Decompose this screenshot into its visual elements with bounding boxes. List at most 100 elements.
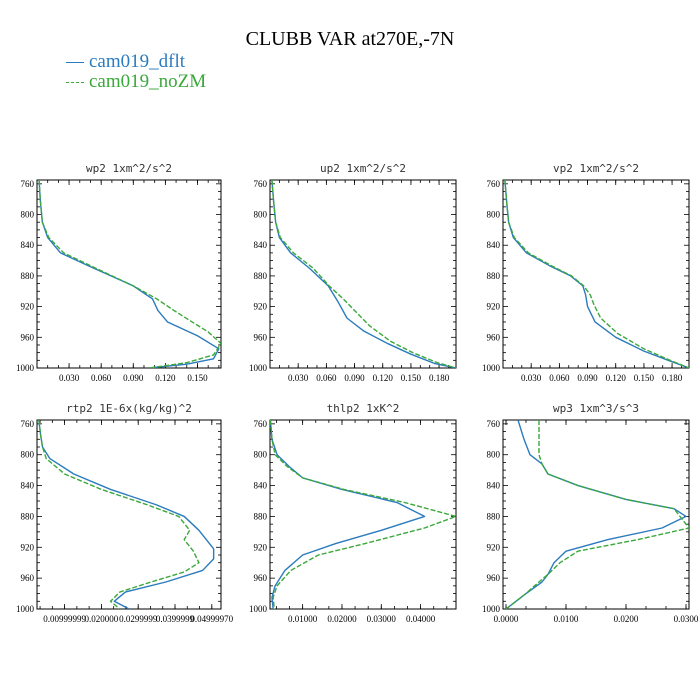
- subplot-6: wp3 1xm^3/s^3 760 800 840 880 920 960 10000.000…: [482, 402, 699, 624]
- subplot-title: wp2 1xm^2/s^2: [86, 162, 172, 175]
- y-tick-label: 960: [21, 573, 35, 583]
- subplot-3: vp2 1xm^2/s^2 760 800 840 880 920 960 1000 0.030…: [482, 162, 690, 383]
- x-tick-label: 0.00999999: [43, 614, 86, 624]
- x-tick-label: 0.020000: [85, 614, 119, 624]
- y-tick-label: 840: [487, 240, 501, 250]
- y-tick-label: 1000: [16, 604, 35, 614]
- y-tick-label: 880: [21, 271, 35, 281]
- plot-frame: [502, 179, 690, 369]
- x-tick-label: 0.0100: [554, 614, 579, 624]
- y-tick-label: 960: [487, 573, 501, 583]
- y-tick-label: 1000: [482, 363, 501, 373]
- y-tick-label: 960: [254, 332, 268, 342]
- series-line-noZM: [38, 420, 200, 609]
- series-line-dflt: [504, 180, 689, 368]
- plot-frame: [269, 179, 457, 369]
- y-tick-label: 760: [254, 179, 268, 189]
- subplot-2: up2 1xm^2/s^2 760 800 840 880 920 960 1000 0.030…: [249, 162, 457, 383]
- x-tick-label: 0.0399999: [156, 614, 195, 624]
- series-line-noZM: [38, 180, 221, 368]
- subplot-title: up2 1xm^2/s^2: [320, 162, 406, 175]
- legend-swatch-noZM: [66, 82, 84, 84]
- y-tick-label: 760: [21, 419, 35, 429]
- legend-swatch-dflt: [66, 62, 84, 64]
- x-tick-label: 0.03000: [367, 614, 397, 624]
- x-tick-label: 0.150: [187, 373, 208, 383]
- x-tick-label: 0.060: [91, 373, 112, 383]
- y-tick-label: 920: [487, 542, 501, 552]
- subplot-4: rtp2 1E-6x(kg/kg)^2 760 800 840 880 920 960 100…: [16, 402, 234, 624]
- y-tick-label: 920: [21, 302, 35, 312]
- series-line-dflt: [271, 180, 456, 368]
- x-tick-label: 0.150: [634, 373, 655, 383]
- x-tick-label: 0.04000: [406, 614, 436, 624]
- x-tick-label: 0.01000: [288, 614, 318, 624]
- y-tick-label: 920: [254, 542, 268, 552]
- x-tick-label: 0.060: [316, 373, 337, 383]
- x-tick-label: 0.0299999: [119, 614, 158, 624]
- y-tick-label: 880: [487, 271, 501, 281]
- x-tick-label: 0.02000: [327, 614, 357, 624]
- y-tick-label: 960: [254, 573, 268, 583]
- y-tick-label: 960: [487, 332, 501, 342]
- figure-title: CLUBB VAR at270E,-7N: [245, 28, 455, 50]
- x-tick-label: 0.030: [288, 373, 309, 383]
- legend-label-noZM: cam019_noZM: [89, 71, 207, 92]
- y-tick-label: 760: [487, 419, 501, 429]
- subplot-1: wp2 1xm^2/s^2 760 800 840 880 920 960 1000 0.030…: [16, 162, 222, 383]
- y-tick-label: 760: [21, 179, 35, 189]
- y-tick-label: 800: [487, 210, 501, 220]
- x-tick-label: 0.120: [155, 373, 176, 383]
- y-tick-label: 880: [254, 271, 268, 281]
- legend-label-dflt: cam019_dflt: [89, 51, 186, 72]
- y-tick-label: 840: [254, 481, 268, 491]
- x-tick-label: 0.0000: [494, 614, 519, 624]
- legend-entry-noZM: cam019_noZM: [66, 71, 206, 93]
- y-tick-label: 880: [254, 511, 268, 521]
- x-tick-label: 0.180: [662, 373, 683, 383]
- y-tick-label: 1000: [482, 604, 501, 614]
- y-tick-label: 760: [487, 179, 501, 189]
- x-tick-label: 0.090: [344, 373, 365, 383]
- x-tick-label: 0.090: [123, 373, 144, 383]
- series-line-dflt: [270, 420, 426, 609]
- y-tick-label: 800: [254, 450, 268, 460]
- y-tick-label: 840: [487, 481, 501, 491]
- subplot-title: vp2 1xm^2/s^2: [553, 162, 639, 175]
- series-line-dflt: [38, 180, 220, 368]
- series-line-dflt: [505, 420, 687, 609]
- subplot-title: thlp2 1xK^2: [327, 402, 400, 415]
- subplot-title: rtp2 1E-6x(kg/kg)^2: [66, 402, 192, 415]
- plot-frame: [269, 419, 457, 610]
- series-line-noZM: [270, 420, 456, 609]
- x-tick-label: 0.030: [59, 373, 80, 383]
- y-tick-label: 960: [21, 332, 35, 342]
- plot-frame: [36, 419, 222, 610]
- x-tick-label: 0.120: [373, 373, 394, 383]
- x-tick-label: 0.180: [429, 373, 450, 383]
- subplot-title: wp3 1xm^3/s^3: [553, 402, 639, 415]
- y-tick-label: 1000: [249, 363, 268, 373]
- y-tick-label: 800: [487, 450, 501, 460]
- y-tick-label: 920: [21, 542, 35, 552]
- legend-entry-dflt: cam019_dflt: [66, 51, 185, 73]
- y-tick-label: 840: [254, 240, 268, 250]
- plot-frame: [502, 419, 690, 610]
- x-tick-label: 0.0200: [614, 614, 639, 624]
- y-tick-label: 1000: [249, 604, 268, 614]
- series-line-dflt: [38, 420, 215, 609]
- y-tick-label: 920: [254, 302, 268, 312]
- y-tick-label: 840: [21, 240, 35, 250]
- y-tick-label: 840: [21, 481, 35, 491]
- y-tick-label: 1000: [16, 363, 35, 373]
- series-line-noZM: [271, 180, 456, 368]
- x-tick-label: 0.120: [606, 373, 627, 383]
- y-tick-label: 800: [21, 210, 35, 220]
- y-tick-label: 880: [487, 511, 501, 521]
- y-tick-label: 760: [254, 419, 268, 429]
- series-line-noZM: [504, 180, 689, 368]
- y-tick-label: 880: [21, 511, 35, 521]
- x-tick-label: 0.04999970: [190, 614, 233, 624]
- x-tick-label: 0.030: [521, 373, 542, 383]
- plot-frame: [36, 179, 222, 369]
